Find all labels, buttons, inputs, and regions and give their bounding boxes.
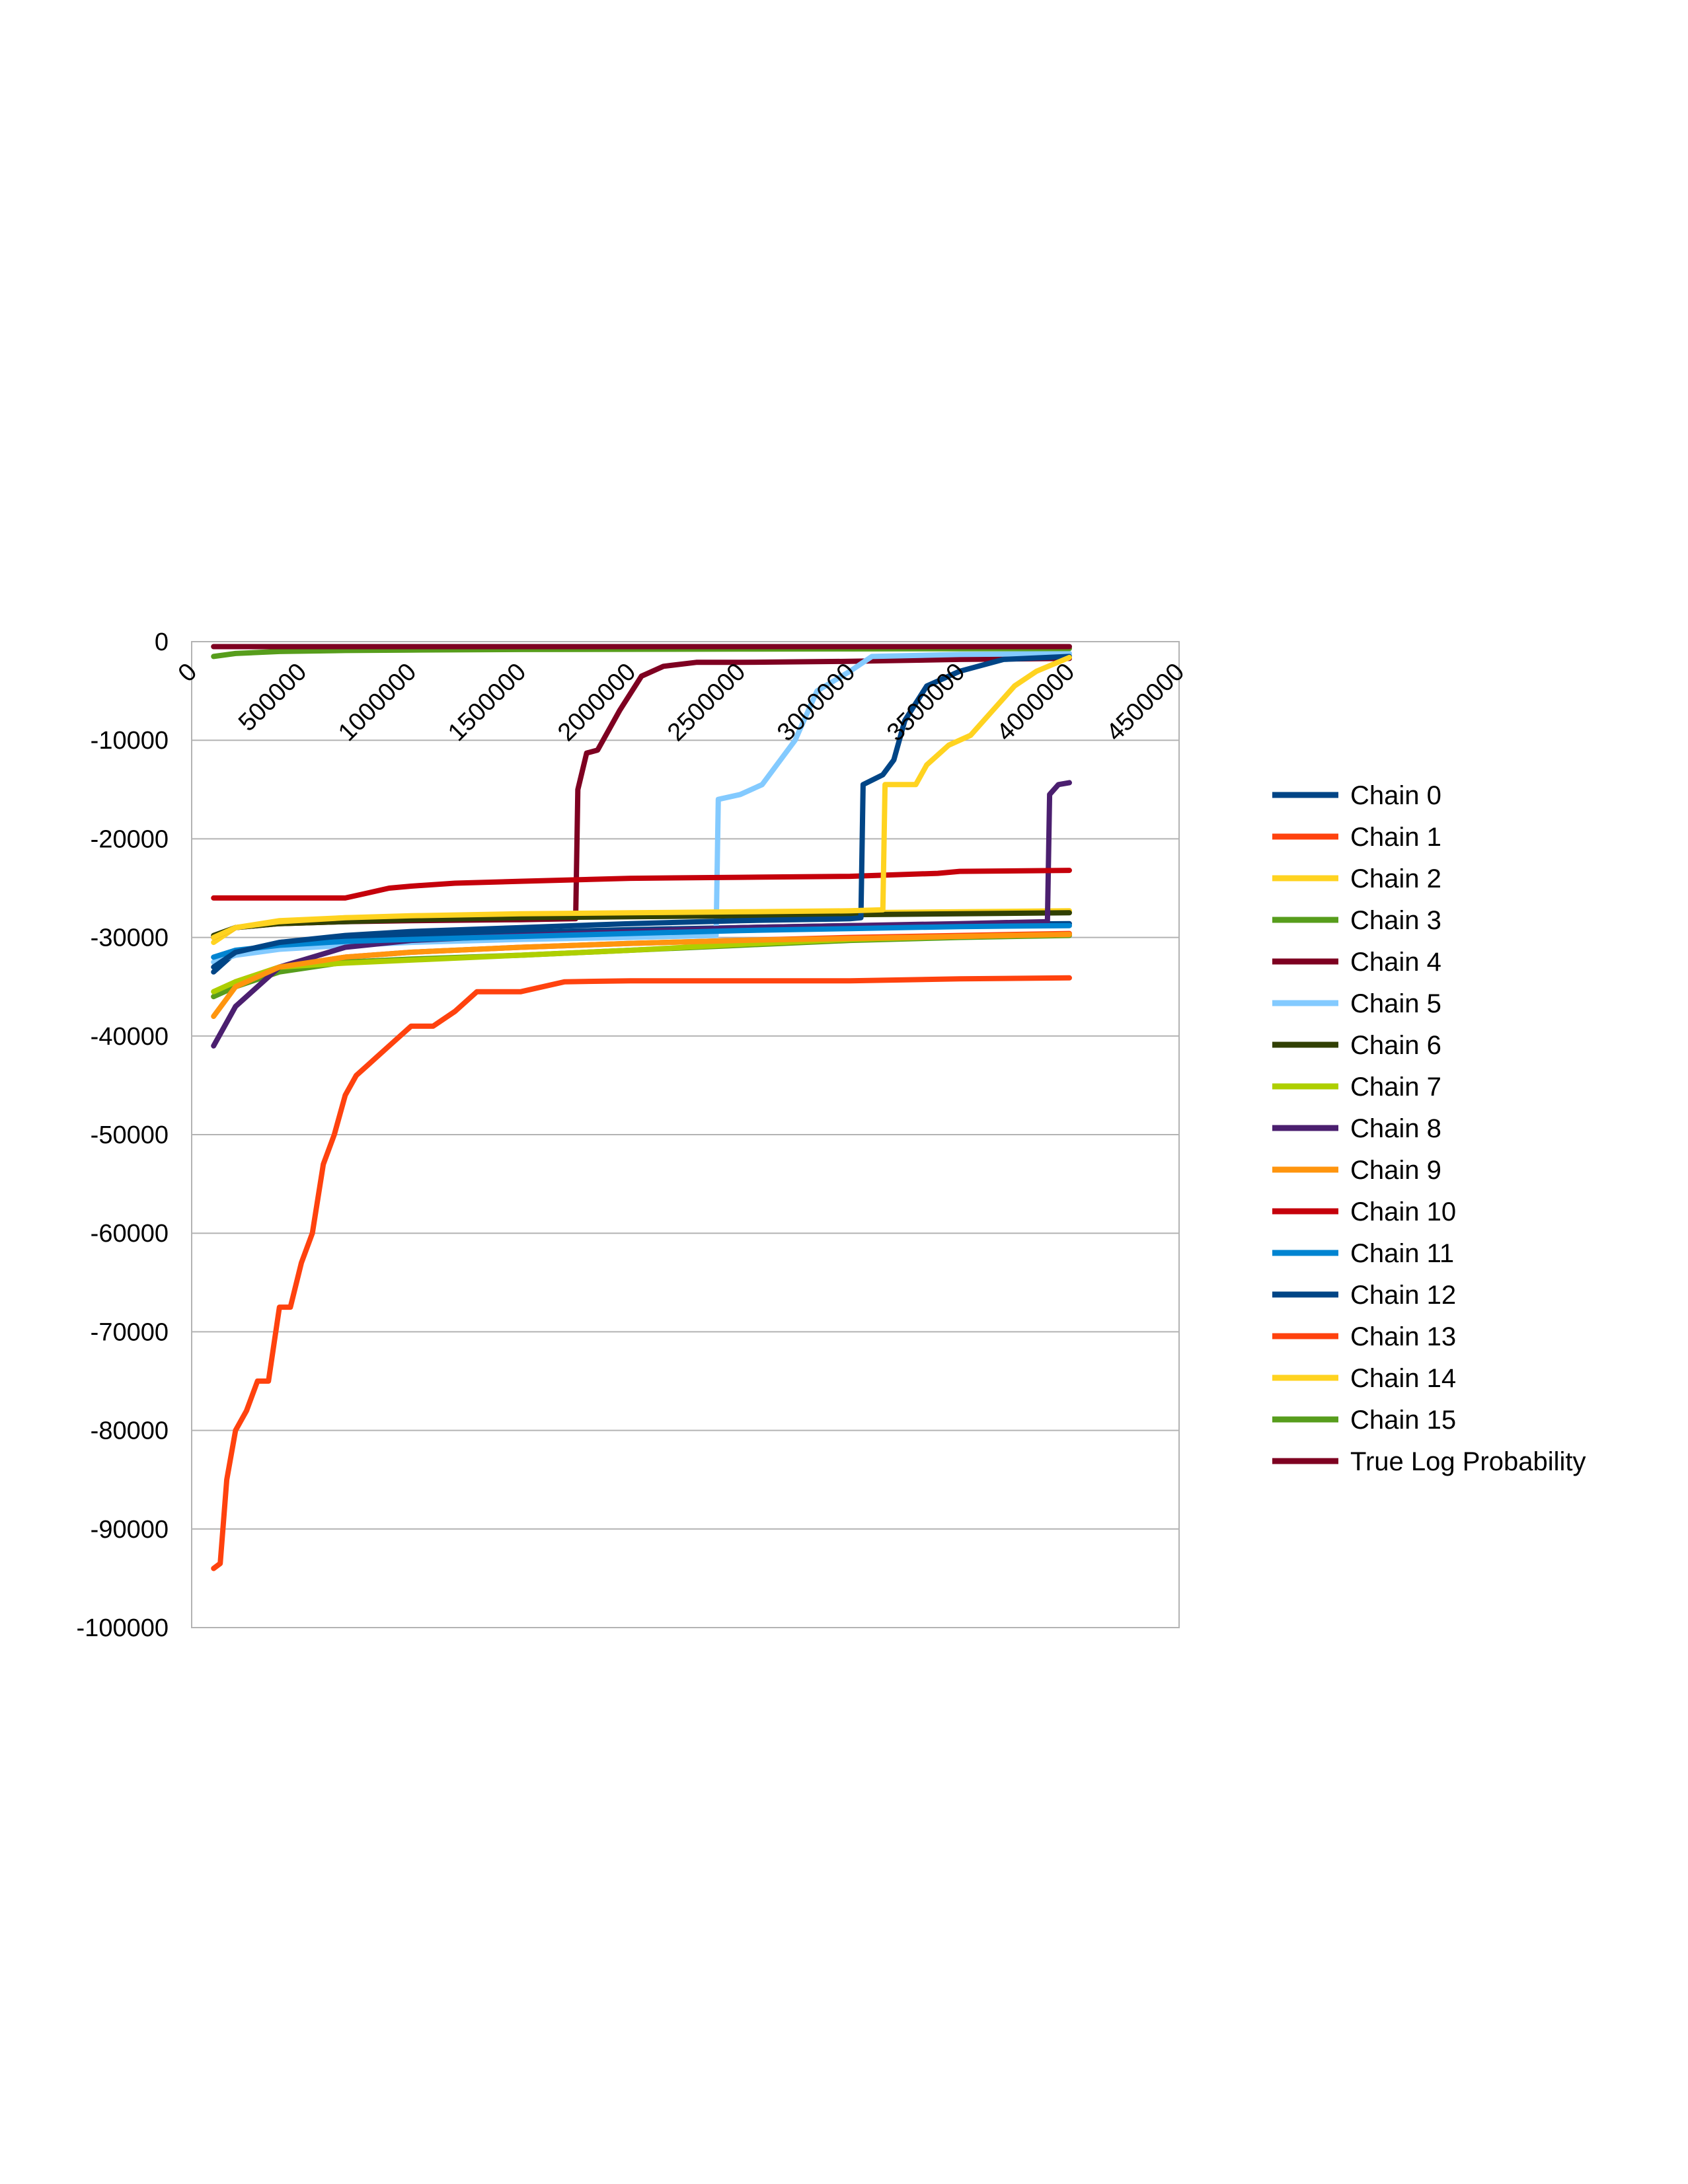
legend: Chain 0 Chain 1 Chain 2 Chain 3 Chain 4 Chain…: [1272, 781, 1586, 1476]
plot-area-frame: [191, 641, 1180, 1628]
x-tick-label: 3000000: [772, 658, 861, 747]
y-tick-label: -40000: [91, 1023, 169, 1051]
series-line-14: [211, 654, 1072, 940]
x-tick-label: 1000000: [333, 658, 422, 747]
legend-label: Chain 11: [1350, 1239, 1454, 1268]
legend-label: Chain 8: [1350, 1114, 1441, 1143]
legend-label: Chain 5: [1350, 989, 1441, 1018]
legend-label: Chain 9: [1350, 1156, 1441, 1185]
legend-label: Chain 13: [1350, 1322, 1456, 1351]
legend-label: Chain 2: [1350, 864, 1441, 893]
x-tick-label: 500000: [233, 658, 312, 737]
series-line-13: [211, 975, 1072, 1571]
y-tick-label: -100000: [77, 1614, 169, 1642]
legend-label: Chain 12: [1350, 1281, 1456, 1310]
y-tick-label: -60000: [91, 1220, 169, 1248]
y-tick-label: -10000: [91, 727, 169, 755]
series-line-10: [211, 868, 1072, 901]
x-tick-label: 2000000: [553, 658, 641, 747]
y-tick-label: -30000: [91, 924, 169, 952]
legend-label: Chain 0: [1350, 781, 1441, 810]
y-tick-label: 0: [155, 628, 169, 656]
y-tick-label: -70000: [91, 1318, 169, 1346]
x-tick-label: 1500000: [443, 658, 531, 747]
series-layer: [211, 644, 1072, 1571]
y-tick-label: -80000: [91, 1417, 169, 1445]
legend-label: Chain 7: [1350, 1073, 1441, 1102]
gridlines: [192, 641, 1179, 1628]
series-line-12: [211, 654, 1072, 970]
legend-label: Chain 10: [1350, 1197, 1456, 1226]
legend-label: True Log Probability: [1350, 1447, 1586, 1476]
series-line-9: [211, 932, 1072, 1019]
legend-label: Chain 6: [1350, 1031, 1441, 1060]
x-tick-label: 2500000: [662, 658, 751, 747]
legend-label: Chain 3: [1350, 906, 1441, 935]
x-tick-label: 3500000: [882, 658, 970, 747]
legend-label: Chain 15: [1350, 1406, 1456, 1435]
y-tick-label: -90000: [91, 1516, 169, 1544]
series-line-5: [211, 650, 1072, 965]
y-tick-label: -50000: [91, 1121, 169, 1149]
legend-label: Chain 1: [1350, 823, 1441, 852]
y-axis-tick-labels: 0 -10000 -20000 -30000 -40000 -50000 -60000 -70…: [77, 628, 169, 1642]
y-tick-label: -20000: [91, 825, 169, 853]
legend-label: Chain 4: [1350, 948, 1441, 977]
legend-label: Chain 14: [1350, 1364, 1456, 1393]
x-tick-label: 4500000: [1101, 658, 1190, 747]
x-tick-label: 0: [173, 658, 203, 688]
